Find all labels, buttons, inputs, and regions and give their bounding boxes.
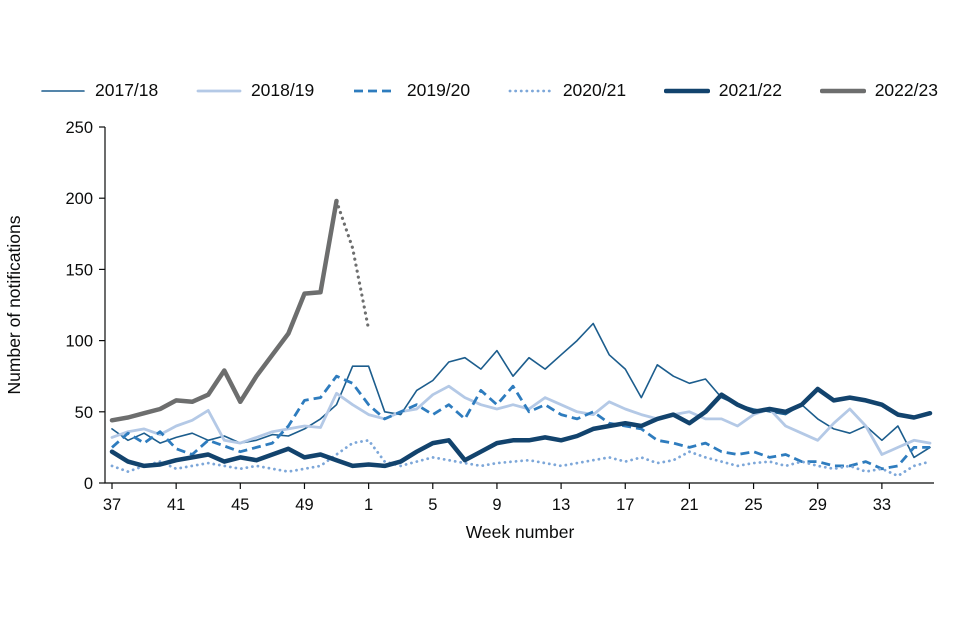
legend-label: 2018/19 (250, 80, 315, 100)
legend-item-2020-21: 2020/21 (508, 80, 626, 101)
line-chart: 0 50 100 150 200 250 37 41 45 49 1 5 9 13 17 21 25 29 33 W… (4, 119, 934, 542)
legend-swatch-icon (508, 89, 554, 92)
plot-area: 0 50 100 150 200 250 37 41 45 49 1 5 9 13 17 21 25 29 33 (65, 119, 934, 514)
series-line-2018-19 (110, 384, 932, 456)
x-tick-label: 5 (428, 496, 437, 514)
legend-swatch-icon (353, 89, 396, 92)
x-tick-label: 25 (744, 496, 762, 514)
x-tick-label: 45 (231, 496, 249, 514)
series-line-2021-22 (109, 386, 933, 469)
x-tick-label: 29 (809, 496, 827, 514)
axes-lines (104, 127, 934, 484)
series-line-2019-20 (111, 374, 930, 471)
x-tick-label: 41 (167, 496, 185, 514)
x-tick-label: 37 (103, 496, 121, 514)
x-axis-title: Week number (466, 522, 575, 542)
legend-item-2017-18: 2017/18 (40, 80, 158, 101)
x-tick-label: 13 (552, 496, 570, 514)
legend-item-2021-22: 2021/22 (663, 80, 783, 101)
x-tick-label: 33 (873, 496, 891, 514)
legend-swatch-icon (41, 89, 85, 92)
legend-swatch-icon (819, 88, 866, 93)
x-tick-label: 17 (616, 496, 634, 514)
chart-legend: 2017/18 2018/19 2019/20 2020/21 2021/22 2022/… (40, 80, 938, 101)
x-tick-label: 1 (364, 496, 373, 514)
legend-label: 2019/20 (406, 80, 471, 100)
x-tick-label: 49 (295, 496, 313, 514)
series-line-2022-23-provisional (334, 199, 371, 331)
legend-item-2018-19: 2018/19 (196, 80, 314, 101)
y-axis-title: Number of notifications (4, 215, 24, 394)
legend-label: 2022/23 (874, 80, 938, 100)
y-tick-label: 250 (65, 119, 93, 137)
legend-label: 2017/18 (95, 80, 159, 100)
y-tick-label: 150 (65, 261, 93, 279)
y-tick-label: 200 (65, 190, 93, 208)
legend-swatch-icon (196, 89, 242, 92)
legend-label: 2020/21 (562, 80, 627, 100)
legend-label: 2021/22 (718, 80, 783, 100)
y-tick-label: 50 (75, 404, 93, 422)
series-line-2022-23 (109, 198, 339, 423)
series-line-2020-21 (110, 438, 932, 478)
x-tick-label: 21 (680, 496, 698, 514)
legend-item-2019-20: 2019/20 (352, 80, 470, 101)
legend-swatch-icon (663, 88, 710, 93)
y-tick-label: 0 (84, 475, 93, 493)
x-tick-label: 9 (492, 496, 501, 514)
y-tick-label: 100 (65, 333, 93, 351)
legend-item-2022-23: 2022/23 (819, 80, 938, 101)
